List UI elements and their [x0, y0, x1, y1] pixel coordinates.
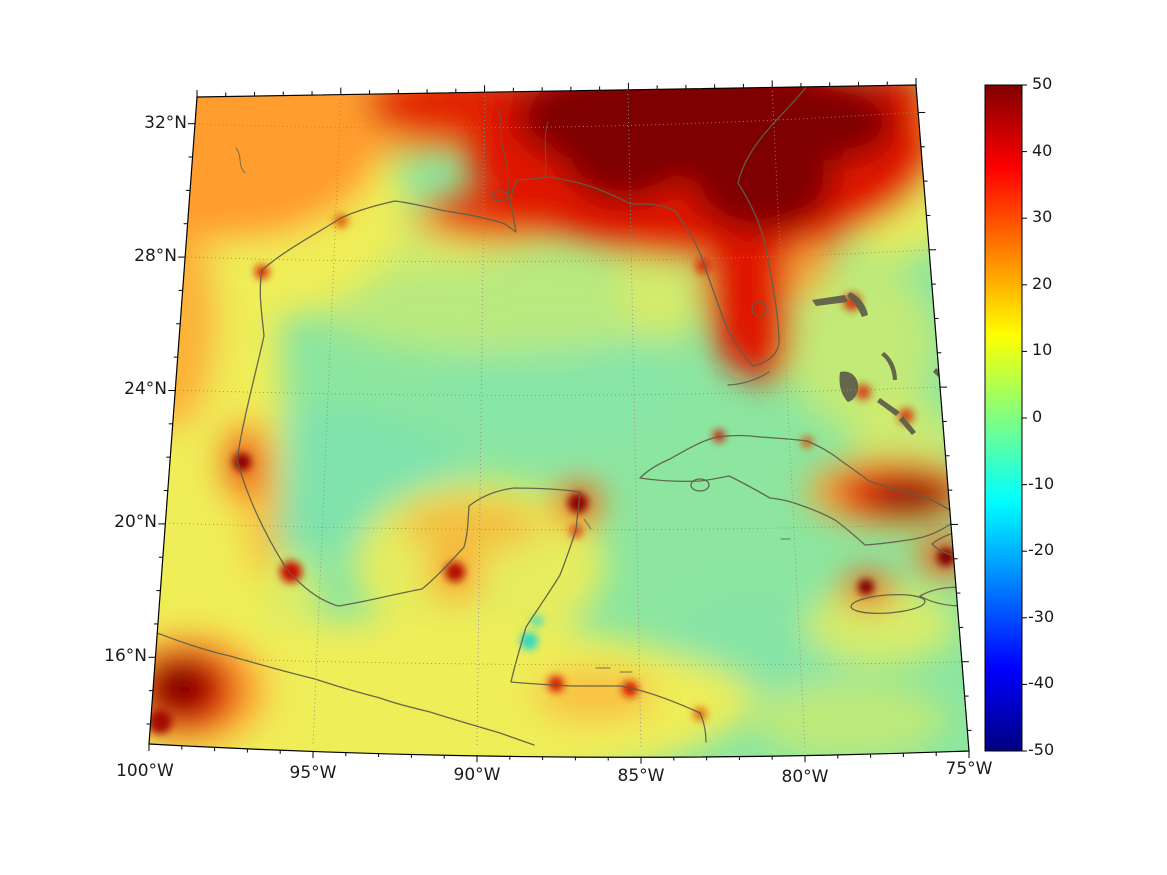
colorbar-label-40: 40	[1032, 141, 1053, 160]
colorbar-label-0: 0	[1032, 407, 1043, 426]
x-tick-label-95w: 95°W	[289, 763, 337, 783]
colorbar-label-n40: -40	[1028, 673, 1055, 692]
y-tick-label-16n: 16°N	[104, 646, 147, 666]
colorbar-ticks	[1022, 84, 1027, 752]
y-tick-label-20n: 20°N	[114, 512, 157, 532]
rivers	[235, 109, 791, 673]
colorbar-label-n30: -30	[1028, 607, 1055, 626]
colorbar-label-30: 30	[1032, 207, 1053, 226]
x-tick-label-80w: 80°W	[781, 767, 829, 787]
colorbar-label-50: 50	[1032, 74, 1053, 93]
colorbar-label-n20: -20	[1028, 540, 1055, 559]
y-tick-label-24n: 24°N	[124, 379, 167, 399]
coastlines	[149, 86, 969, 746]
map-frame	[148, 84, 970, 758]
x-tick-label-75w: 75°W	[945, 759, 993, 779]
heatmap-field	[149, 85, 969, 758]
colorbar-label-n50: -50	[1028, 740, 1055, 759]
colorbar-label-n10: -10	[1028, 474, 1055, 493]
colorbar-label-10: 10	[1032, 340, 1053, 359]
x-tick-label-90w: 90°W	[453, 765, 501, 785]
axis-ticks	[146, 78, 972, 764]
florida-keys-coastline	[727, 371, 770, 386]
y-tick-label-28n: 28°N	[134, 246, 177, 266]
isla-juventud-coastline	[690, 478, 710, 492]
jamaica-coastline	[850, 594, 926, 614]
x-tick-label-85w: 85°W	[617, 766, 665, 786]
y-tick-label-32n: 32°N	[144, 113, 187, 133]
pacific-coastline	[149, 629, 535, 746]
x-tick-label-100w: 100°W	[116, 761, 174, 781]
graticule	[154, 86, 963, 751]
mainland-coastline	[236, 86, 807, 743]
lake-okeechobee	[751, 301, 767, 317]
lake-pontchartrain	[491, 190, 509, 202]
colorbar-label-20: 20	[1032, 274, 1053, 293]
colorbar	[984, 84, 1023, 752]
